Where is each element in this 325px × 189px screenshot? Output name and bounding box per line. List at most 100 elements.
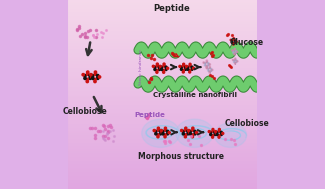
Circle shape <box>220 134 222 136</box>
Circle shape <box>188 132 190 134</box>
Bar <box>68 39 257 40</box>
Bar <box>68 171 257 172</box>
Circle shape <box>187 133 189 135</box>
Circle shape <box>236 61 237 63</box>
Circle shape <box>236 50 237 52</box>
Circle shape <box>161 132 163 134</box>
Ellipse shape <box>176 119 214 147</box>
Circle shape <box>156 65 158 67</box>
Bar <box>68 14 257 15</box>
Circle shape <box>182 71 184 73</box>
Bar <box>68 77 257 78</box>
Circle shape <box>203 62 204 63</box>
Bar <box>68 56 257 57</box>
Circle shape <box>157 134 159 136</box>
Bar <box>68 114 257 115</box>
Bar <box>68 27 257 28</box>
Bar <box>68 26 257 27</box>
Circle shape <box>163 65 165 67</box>
Circle shape <box>185 68 187 70</box>
Bar <box>68 115 257 116</box>
Bar <box>68 87 257 88</box>
Text: Cellobiose: Cellobiose <box>224 119 269 128</box>
Bar <box>68 91 257 92</box>
Bar <box>68 31 257 32</box>
Bar <box>68 154 257 155</box>
Bar <box>68 49 257 50</box>
Bar <box>68 129 257 130</box>
Circle shape <box>89 74 91 77</box>
Circle shape <box>161 68 163 70</box>
Circle shape <box>162 133 164 135</box>
Bar <box>68 183 257 184</box>
Bar <box>68 177 257 178</box>
Circle shape <box>218 129 220 130</box>
Circle shape <box>188 129 190 132</box>
Circle shape <box>162 130 164 132</box>
Bar <box>68 37 257 38</box>
Circle shape <box>208 64 209 66</box>
Circle shape <box>165 68 167 70</box>
Circle shape <box>189 71 191 73</box>
Bar <box>68 179 257 180</box>
Bar <box>68 7 257 8</box>
Bar <box>68 175 257 176</box>
Bar <box>68 72 257 73</box>
Bar <box>68 132 257 133</box>
Bar <box>68 162 257 163</box>
Circle shape <box>86 71 89 73</box>
Circle shape <box>189 130 191 132</box>
Circle shape <box>182 130 184 132</box>
Circle shape <box>192 129 194 131</box>
Bar <box>68 164 257 165</box>
Bar <box>68 128 257 129</box>
Circle shape <box>182 133 184 135</box>
Circle shape <box>231 40 233 41</box>
Bar <box>68 173 257 174</box>
Bar <box>68 65 257 66</box>
Circle shape <box>156 71 158 73</box>
Bar <box>68 151 257 152</box>
Circle shape <box>233 39 234 40</box>
Bar <box>68 47 257 48</box>
Bar <box>68 102 257 103</box>
Circle shape <box>157 127 160 129</box>
Circle shape <box>194 133 196 135</box>
Bar <box>68 70 257 71</box>
Circle shape <box>154 68 156 70</box>
Circle shape <box>191 66 193 68</box>
Bar <box>68 155 257 156</box>
Circle shape <box>192 127 194 129</box>
Circle shape <box>183 65 185 67</box>
Bar <box>68 2 257 3</box>
Bar <box>68 158 257 159</box>
Bar <box>68 109 257 110</box>
Bar <box>68 108 257 109</box>
Bar <box>68 103 257 104</box>
Bar <box>68 160 257 161</box>
Bar <box>68 178 257 179</box>
Bar <box>68 68 257 69</box>
Circle shape <box>183 63 185 65</box>
Circle shape <box>155 133 157 135</box>
Circle shape <box>235 63 236 64</box>
Circle shape <box>235 58 236 59</box>
Circle shape <box>212 135 214 136</box>
Circle shape <box>189 133 191 135</box>
Bar <box>68 147 257 148</box>
Bar <box>68 126 257 127</box>
Bar <box>68 18 257 19</box>
Bar <box>68 159 257 160</box>
Bar <box>68 122 257 123</box>
Circle shape <box>159 130 162 132</box>
Bar <box>68 23 257 24</box>
Circle shape <box>232 59 233 60</box>
Bar <box>68 36 257 37</box>
Bar <box>68 121 257 122</box>
Bar <box>68 53 257 54</box>
Circle shape <box>191 68 193 70</box>
Bar <box>68 95 257 96</box>
Bar <box>68 3 257 4</box>
Bar <box>68 188 257 189</box>
Circle shape <box>194 130 196 132</box>
